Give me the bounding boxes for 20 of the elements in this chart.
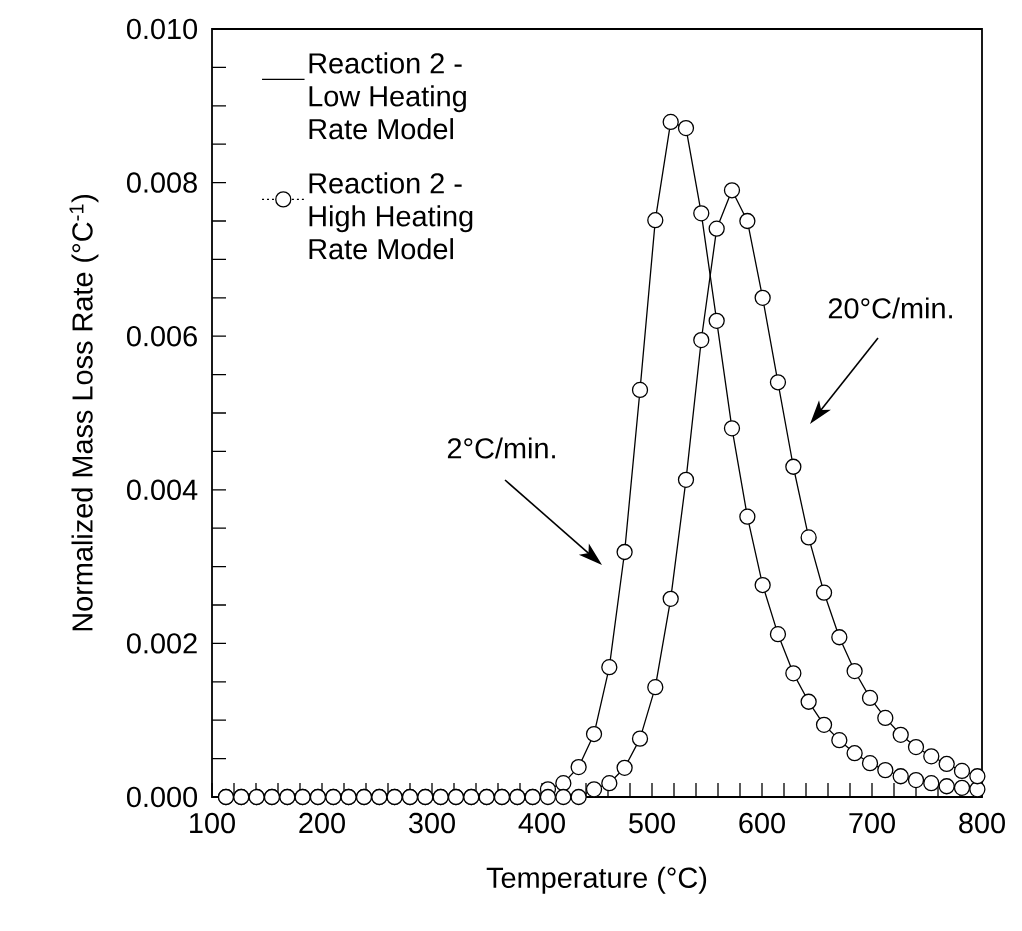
y-tick-label: 0.004 [127, 479, 198, 501]
x-tick-label: 600 [739, 812, 785, 834]
x-axis-title: Temperature (°C) [486, 866, 707, 894]
x-tick-label: 200 [299, 812, 345, 834]
x-tick-label: 800 [959, 812, 1005, 834]
legend-label: Reaction 2 - High Heating Rate Model [309, 172, 473, 260]
x-tick-label: 300 [408, 812, 455, 834]
x-tick-label: 400 [518, 812, 565, 834]
x-tick-label: 700 [849, 812, 895, 834]
y-tick-label: 0.010 [127, 18, 198, 40]
legend-label: Reaction 2 - Low Heating Rate Model [309, 52, 466, 140]
y-tick-label: 0.008 [127, 172, 197, 193]
annotation: 2°C/min. [447, 437, 555, 459]
x-tick-label: 100 [190, 812, 235, 834]
y-tick-label: 0.006 [127, 325, 197, 347]
annotation: 20°C/min. [828, 297, 952, 319]
y-tick-label: 0.000 [127, 786, 198, 808]
y-tick-label: 0.002 [127, 633, 197, 654]
x-tick-label: 500 [629, 812, 675, 834]
y-axis-title: Normalized Mass Loss Rate (°C$^{-1}$) [69, 195, 99, 631]
